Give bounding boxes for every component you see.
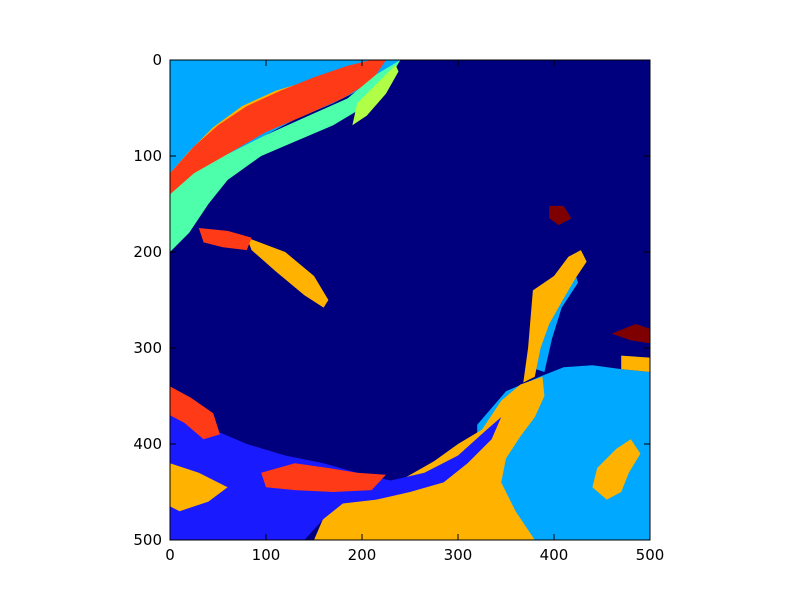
x-tick-label-4: 400 — [540, 546, 569, 564]
x-tick-label-5: 500 — [636, 546, 665, 564]
region-lime-streak — [352, 64, 399, 126]
region-red-mid-left — [198, 228, 252, 251]
x-tick-label-3: 300 — [444, 546, 473, 564]
region-red-upper-band — [170, 60, 386, 200]
region-dark-red-patch — [549, 205, 572, 226]
heatmap-regions — [170, 60, 650, 540]
y-tick-label-1: 100 — [133, 147, 162, 165]
region-orange-right-edge — [621, 355, 650, 372]
region-red-lower-streak — [261, 463, 386, 492]
y-tick-label-2: 200 — [133, 243, 162, 261]
region-red-lower-left — [170, 386, 220, 440]
y-tick-label-4: 400 — [133, 435, 162, 453]
y-tick-label-0: 0 — [152, 51, 162, 69]
region-blue-lower-left — [170, 396, 502, 540]
region-orange-inlet — [523, 250, 587, 383]
y-tick-label-5: 500 — [133, 531, 162, 549]
x-tick-label-2: 200 — [348, 546, 377, 564]
region-orange-left-arm — [246, 237, 329, 308]
region-aquamarine-band — [170, 60, 401, 252]
region-orange-bottom-left-fringe — [170, 463, 228, 512]
y-tick-label-3: 300 — [133, 339, 162, 357]
x-tick-label-1: 100 — [252, 546, 281, 564]
region-dark-red-right-edge — [611, 324, 650, 344]
x-tick-label-0: 0 — [165, 546, 175, 564]
plot-frame — [169, 59, 651, 541]
region-orange-right-lobe — [592, 439, 641, 500]
